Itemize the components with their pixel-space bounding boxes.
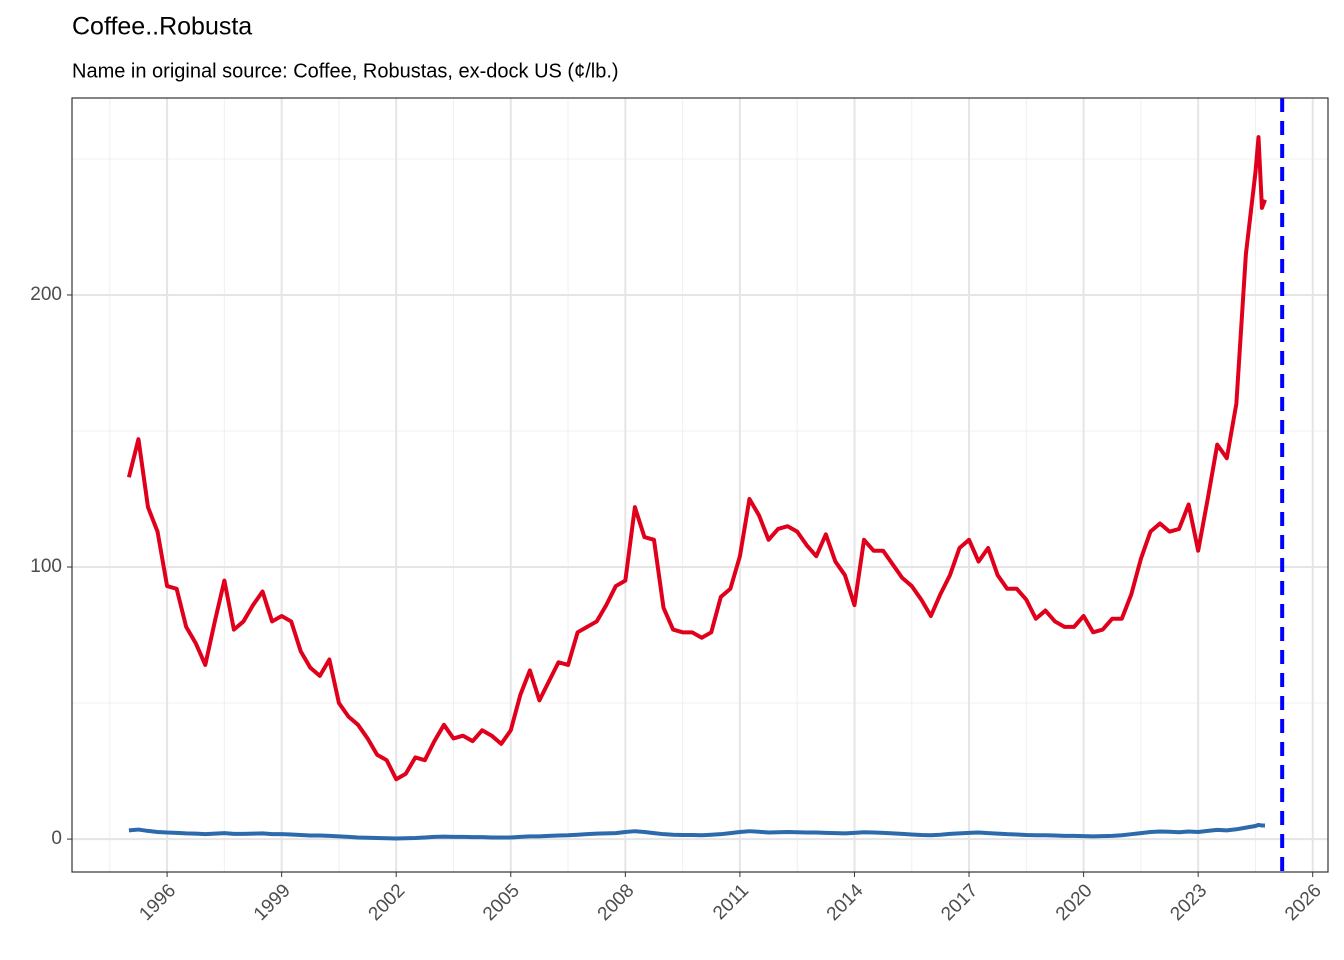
x-tick-label: 1999 [250,880,295,925]
x-tick-label: 2023 [1166,880,1211,925]
chart-title: Coffee..Robusta [72,13,252,41]
x-tick-label: 2014 [823,880,868,925]
plot-background [72,98,1328,872]
x-tick-label: 2017 [937,880,982,925]
x-tick-label: 2011 [709,880,753,924]
series-line [126,135,1267,782]
y-tick-label: 200 [30,284,62,305]
plot-border [71,97,1329,873]
x-tick-label: 2020 [1052,880,1097,925]
x-tick-label: 2002 [365,880,410,925]
series-line [128,822,1265,841]
x-tick-label: 2026 [1281,880,1326,925]
y-tick-label: 100 [30,556,62,577]
x-tick-label: 2005 [479,880,524,925]
x-tick-label: 2008 [594,880,639,925]
chart-subtitle: Name in original source: Coffee, Robusta… [72,60,619,82]
y-tick-label: 0 [51,828,62,849]
x-tick-label: 1996 [135,880,180,925]
